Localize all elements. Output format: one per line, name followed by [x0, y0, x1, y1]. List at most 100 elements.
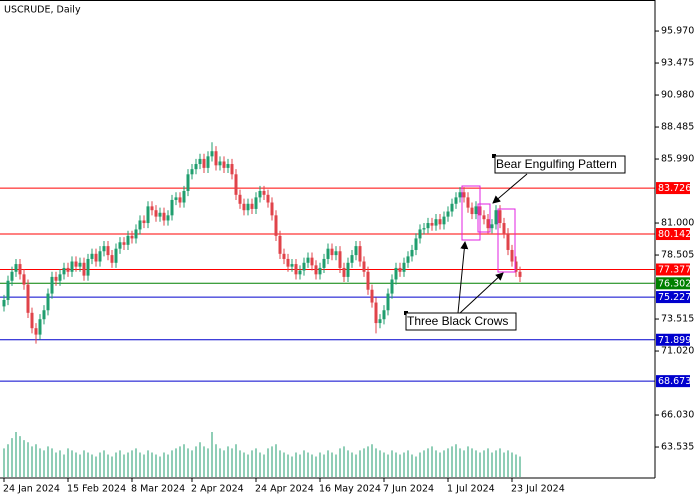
candle-body [2, 299, 6, 307]
y-tick-label: 71.020 [661, 346, 694, 357]
candle-body [218, 161, 222, 166]
levels [0, 187, 655, 382]
candle-body [482, 215, 486, 220]
candle-body [418, 229, 422, 239]
pattern-box [477, 203, 491, 233]
candle-body [146, 206, 150, 224]
candle-body [458, 192, 462, 198]
candle-body [358, 246, 362, 262]
candle-body [426, 223, 430, 229]
annotation-box [405, 312, 517, 331]
y-tick-label: 85.990 [661, 154, 694, 165]
candle-body [382, 310, 386, 320]
candle-body [282, 253, 286, 259]
level-label-bg [656, 182, 690, 195]
level-label-bg [656, 375, 690, 388]
candle-body [270, 202, 274, 216]
candle-body [246, 203, 250, 211]
candle-body [182, 190, 186, 203]
candle-body [230, 164, 234, 175]
candle-body [450, 203, 454, 212]
candle-body [186, 174, 190, 191]
level-label-bg [656, 228, 690, 241]
candle-body [298, 270, 302, 275]
candle-body [206, 156, 210, 168]
candle-body [434, 219, 438, 226]
candle-body [122, 242, 126, 245]
candle-body [278, 235, 282, 254]
candle-body [178, 197, 182, 203]
candle-body [386, 293, 390, 311]
level-label-bg [656, 263, 690, 276]
candle-body [102, 246, 106, 252]
level-label: 80.142 [658, 229, 691, 240]
candle-body [466, 197, 470, 208]
candle-body [346, 262, 350, 277]
candle-body [94, 253, 98, 262]
candle-body [330, 248, 334, 256]
candle-body [502, 223, 506, 234]
x-tick-label: 24 Jan 2024 [3, 484, 60, 495]
candle-body [470, 207, 474, 215]
candle-body [406, 256, 410, 263]
candle-body [378, 319, 382, 324]
candle-body [242, 203, 246, 211]
candle-body [302, 262, 306, 271]
candle-body [26, 284, 30, 313]
y-tick-label: 95.970 [661, 26, 694, 37]
candle-body [10, 271, 14, 281]
candle-body [462, 192, 466, 198]
candle-body [266, 194, 270, 203]
candle-body [306, 257, 310, 263]
x-tick-label: 16 May 2024 [319, 484, 381, 495]
candle-body [42, 310, 46, 320]
arrow [459, 272, 504, 314]
candle-body [318, 267, 322, 275]
candle-body [474, 206, 478, 215]
candle-body [510, 249, 514, 262]
candle-body [130, 235, 134, 239]
candle-body [118, 242, 122, 249]
candles [2, 142, 522, 344]
level-label-bg [656, 277, 690, 290]
candle-body [114, 248, 118, 263]
candle-body [366, 271, 370, 290]
candle-body [494, 210, 498, 225]
x-tick-label: 2 Apr 2024 [191, 484, 244, 495]
candle-body [322, 258, 326, 268]
candle-body [210, 151, 214, 157]
candle-body [162, 212, 166, 221]
candle-body [198, 158, 202, 165]
candle-body [374, 302, 378, 324]
level-label-bg [656, 333, 690, 346]
candle-body [334, 251, 338, 256]
candle-body [410, 249, 414, 257]
y-tick-label: 93.475 [661, 58, 694, 69]
y-tick-label: 90.980 [661, 90, 694, 101]
candle-body [166, 215, 170, 221]
candle-body [50, 276, 54, 294]
x-tick-label: 8 Mar 2024 [131, 484, 185, 495]
x-tick-label: 15 Feb 2024 [67, 484, 126, 495]
candle-body [438, 219, 442, 225]
candle-body [354, 246, 358, 256]
candle-body [190, 169, 194, 175]
candle-body [254, 197, 258, 209]
candle-body [274, 215, 278, 236]
candle-body [398, 267, 402, 272]
candle-body [350, 255, 354, 263]
candle-body [490, 224, 494, 229]
arrow [492, 173, 528, 204]
volumes [3, 432, 521, 477]
candle-body [446, 211, 450, 217]
candle-body [154, 210, 158, 217]
candle-body [82, 262, 86, 276]
chart-title: USCRUDE, Daily [4, 5, 81, 16]
level-label: 76.302 [658, 278, 691, 289]
candle-body [294, 264, 298, 275]
y-tick-label: 73.515 [661, 314, 694, 325]
y-tick-label: 78.505 [661, 250, 694, 261]
candle-body [518, 271, 522, 277]
